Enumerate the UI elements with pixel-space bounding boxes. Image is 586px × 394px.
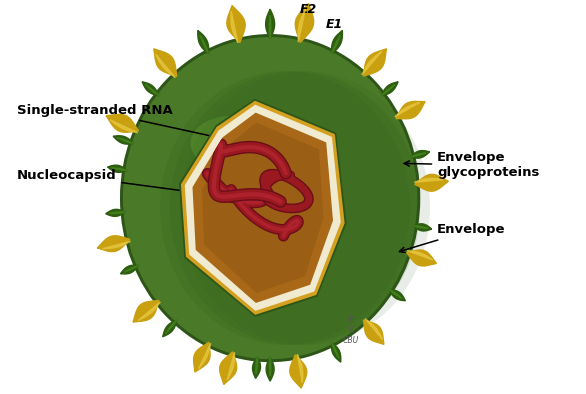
- Polygon shape: [332, 342, 341, 362]
- Polygon shape: [363, 320, 384, 344]
- Polygon shape: [363, 49, 386, 76]
- Polygon shape: [202, 123, 323, 293]
- Polygon shape: [113, 136, 134, 144]
- Polygon shape: [410, 151, 430, 158]
- Polygon shape: [295, 4, 314, 43]
- Polygon shape: [298, 9, 305, 42]
- Polygon shape: [407, 251, 432, 260]
- Polygon shape: [415, 175, 448, 191]
- Polygon shape: [111, 168, 127, 171]
- Polygon shape: [332, 30, 342, 54]
- Polygon shape: [185, 105, 341, 311]
- Polygon shape: [413, 226, 428, 229]
- Polygon shape: [110, 212, 125, 214]
- Polygon shape: [332, 35, 340, 54]
- Polygon shape: [297, 355, 303, 383]
- Polygon shape: [106, 114, 138, 132]
- Polygon shape: [410, 153, 425, 157]
- Polygon shape: [138, 302, 160, 320]
- Polygon shape: [105, 209, 125, 216]
- Polygon shape: [407, 250, 437, 266]
- Polygon shape: [103, 241, 131, 249]
- Polygon shape: [142, 82, 159, 96]
- Polygon shape: [200, 35, 209, 54]
- Polygon shape: [269, 15, 271, 39]
- Text: Single-stranded RNA: Single-stranded RNA: [16, 104, 241, 144]
- Polygon shape: [389, 289, 402, 299]
- Polygon shape: [332, 342, 339, 358]
- Polygon shape: [117, 138, 134, 144]
- Polygon shape: [199, 343, 210, 368]
- Polygon shape: [156, 54, 175, 78]
- Polygon shape: [253, 357, 261, 378]
- Polygon shape: [266, 357, 274, 381]
- Text: E1: E1: [326, 18, 343, 31]
- Polygon shape: [270, 357, 271, 376]
- Polygon shape: [389, 289, 406, 301]
- Text: Nucleocapsid: Nucleocapsid: [16, 169, 196, 195]
- Polygon shape: [362, 52, 381, 75]
- Polygon shape: [414, 178, 443, 182]
- Ellipse shape: [180, 71, 430, 345]
- Text: E2: E2: [300, 3, 317, 16]
- Polygon shape: [97, 236, 130, 252]
- Polygon shape: [145, 85, 159, 96]
- Polygon shape: [110, 120, 138, 133]
- Polygon shape: [166, 320, 177, 333]
- Polygon shape: [220, 352, 237, 385]
- Ellipse shape: [170, 71, 420, 345]
- Text: Envelope: Envelope: [400, 223, 506, 253]
- Polygon shape: [227, 352, 234, 380]
- Polygon shape: [121, 265, 138, 274]
- Polygon shape: [395, 102, 420, 117]
- Text: M
K
CBU: M K CBU: [343, 315, 359, 345]
- Polygon shape: [108, 165, 127, 172]
- Polygon shape: [227, 6, 245, 43]
- Polygon shape: [396, 101, 425, 119]
- Ellipse shape: [160, 71, 410, 345]
- Polygon shape: [154, 49, 177, 76]
- Polygon shape: [231, 11, 238, 43]
- Polygon shape: [381, 82, 398, 96]
- Ellipse shape: [190, 116, 270, 171]
- Polygon shape: [413, 224, 432, 231]
- Polygon shape: [181, 101, 345, 315]
- Polygon shape: [290, 355, 306, 388]
- Polygon shape: [255, 357, 258, 374]
- Polygon shape: [198, 30, 209, 54]
- Ellipse shape: [120, 34, 420, 362]
- Polygon shape: [133, 300, 159, 322]
- Polygon shape: [179, 99, 346, 317]
- Polygon shape: [193, 342, 210, 372]
- Polygon shape: [124, 265, 138, 272]
- Polygon shape: [265, 9, 275, 39]
- Polygon shape: [192, 113, 333, 303]
- Text: Envelope
glycoproteins: Envelope glycoproteins: [404, 151, 540, 179]
- Polygon shape: [163, 320, 177, 337]
- Polygon shape: [381, 85, 395, 96]
- Polygon shape: [365, 319, 382, 339]
- Ellipse shape: [123, 37, 417, 359]
